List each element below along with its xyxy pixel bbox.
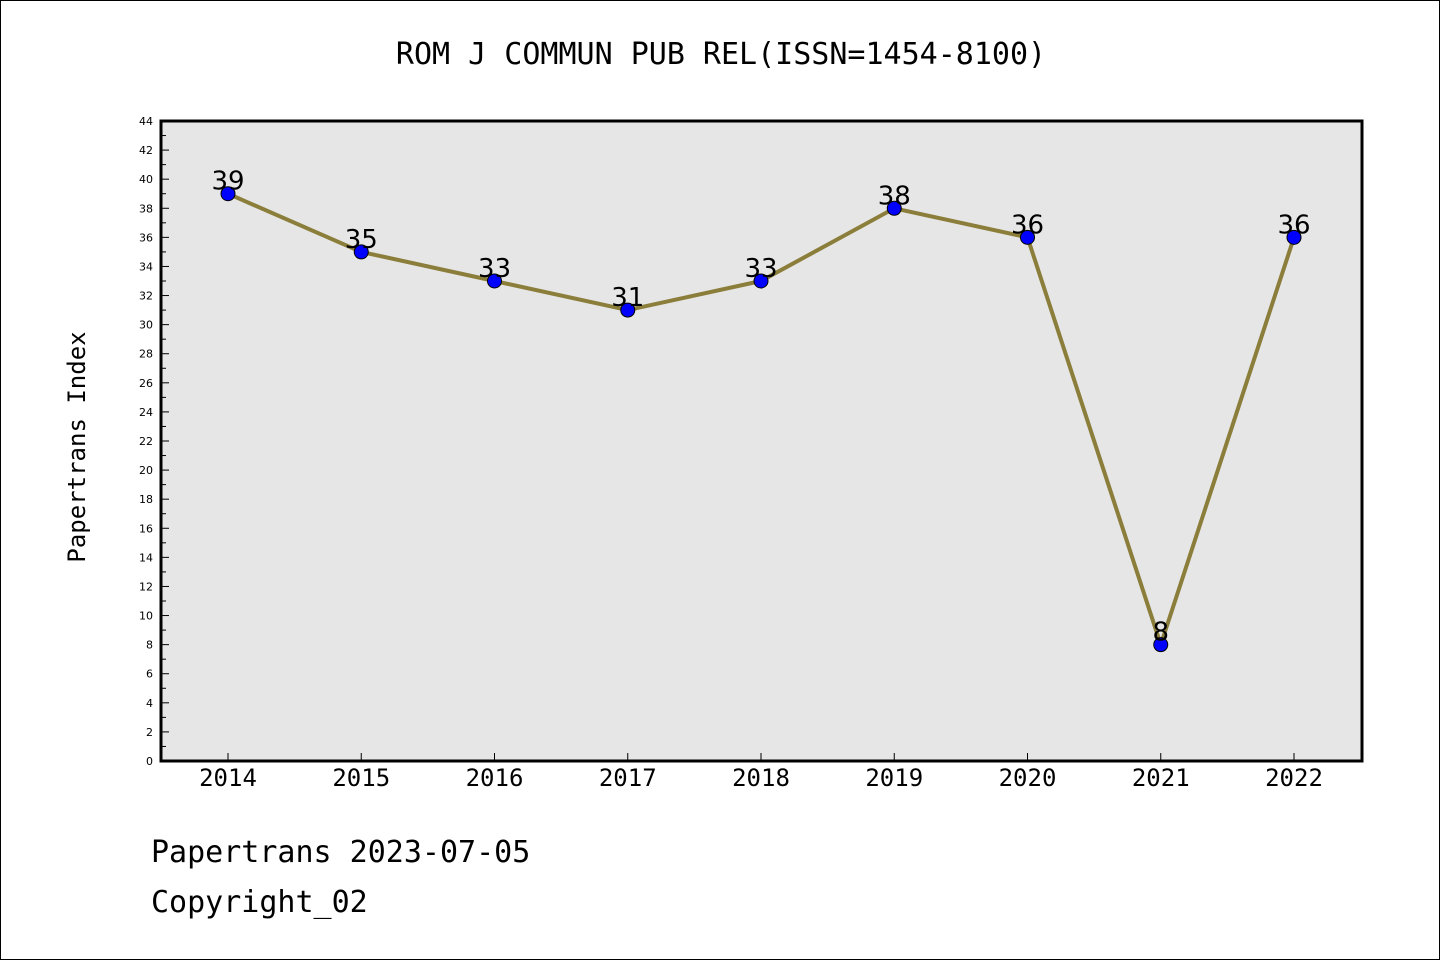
- data-label: 36: [1277, 210, 1310, 240]
- footer-date: Papertrans 2023-07-05: [151, 835, 531, 870]
- y-tick-label: 0: [146, 755, 153, 768]
- data-point: [1153, 637, 1169, 653]
- plot-background: [161, 121, 1362, 761]
- data-label: 39: [211, 167, 244, 197]
- x-tick-label: 2022: [1265, 764, 1323, 792]
- data-point: [1020, 229, 1035, 245]
- y-tick-label: 6: [146, 668, 153, 681]
- y-tick-label: 32: [139, 290, 153, 303]
- x-tick-label: 2016: [466, 764, 524, 792]
- x-tick-label: 2018: [732, 764, 790, 792]
- y-tick-label: 4: [146, 697, 153, 710]
- y-tick-label: 24: [139, 406, 153, 419]
- y-tick-label: 10: [139, 610, 153, 623]
- x-tick-label: 2020: [999, 764, 1057, 792]
- x-tick-label: 2014: [199, 764, 257, 792]
- y-tick-label: 34: [139, 260, 153, 273]
- plot-frame: [159, 119, 1364, 763]
- y-tick-label: 28: [139, 348, 153, 361]
- data-point: [753, 273, 769, 289]
- data-label: 33: [744, 254, 777, 284]
- x-tick-label: 2019: [865, 764, 923, 792]
- y-tick-label: 8: [146, 639, 153, 652]
- chart-title: ROM J COMMUN PUB REL(ISSN=1454-8100): [395, 37, 1047, 72]
- data-label: 8: [1152, 618, 1169, 648]
- y-tick-label: 26: [139, 377, 153, 390]
- data-label: 38: [878, 181, 911, 211]
- y-tick-label: 14: [139, 551, 153, 564]
- y-tick-label: 22: [139, 435, 153, 448]
- x-tick-label: 2017: [599, 764, 657, 792]
- data-label: 31: [611, 283, 644, 313]
- data-point: [1286, 229, 1302, 245]
- y-tick-label: 2: [146, 726, 153, 739]
- data-point: [620, 302, 636, 318]
- y-tick-label: 18: [139, 493, 153, 506]
- data-point: [220, 186, 236, 202]
- data-label: 35: [345, 225, 378, 255]
- data-point: [353, 244, 369, 260]
- data-label: 36: [1011, 210, 1044, 240]
- x-tick-label: 2015: [332, 764, 390, 792]
- footer-copyright: Copyright_02: [151, 885, 368, 920]
- y-tick-label: 16: [139, 522, 153, 535]
- y-tick-label: 30: [139, 319, 153, 332]
- y-tick-label: 42: [139, 144, 153, 157]
- data-point: [886, 200, 902, 216]
- y-tick-label: 20: [139, 464, 153, 477]
- y-tick-label: 36: [139, 231, 153, 244]
- data-label: 33: [478, 254, 511, 284]
- data-point: [487, 273, 502, 289]
- y-tick-label: 12: [139, 580, 153, 593]
- x-tick-label: 2021: [1132, 764, 1190, 792]
- y-tick-label: 40: [139, 173, 153, 186]
- y-tick-label: 38: [139, 202, 153, 215]
- y-tick-label: 44: [139, 115, 153, 128]
